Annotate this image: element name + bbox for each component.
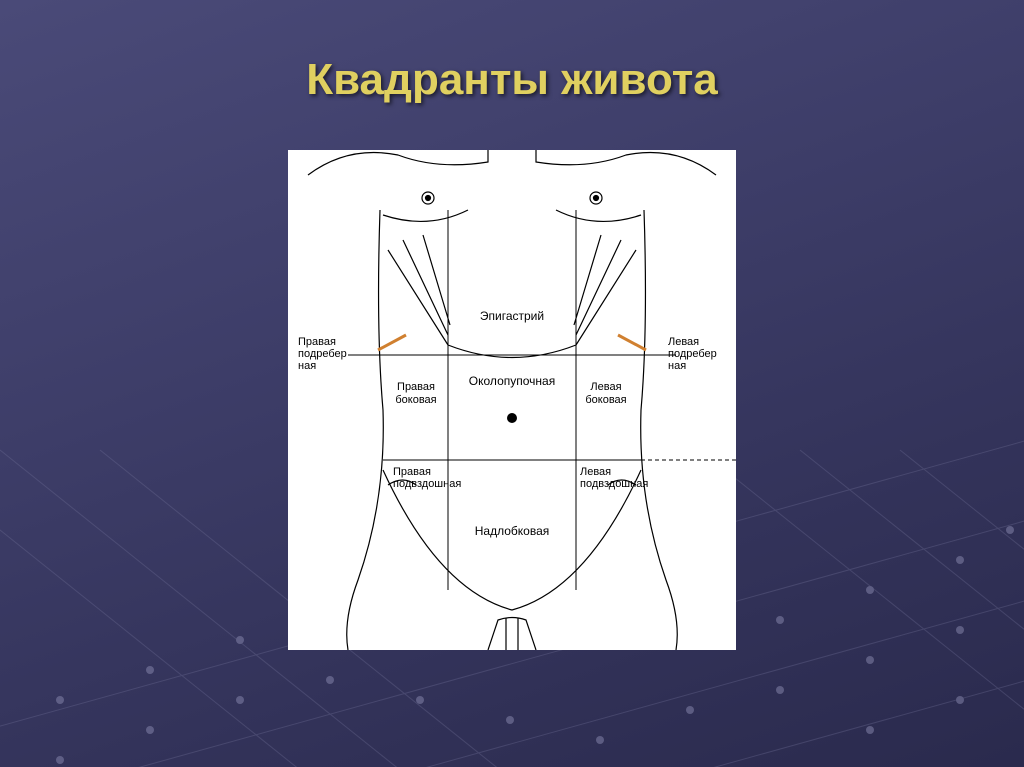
label-right-iliac-1: Правая bbox=[393, 466, 431, 478]
label-left-hypochondriac-2: подребер bbox=[668, 348, 717, 360]
label-left-iliac-2: подвздошная bbox=[580, 478, 648, 490]
slide: Квадранты живота bbox=[0, 0, 1024, 767]
label-right-lateral-2: боковая bbox=[395, 394, 436, 406]
label-left-iliac-1: Левая bbox=[580, 466, 611, 478]
anatomy-diagram: Эпигастрий Правая подребер ная Левая под… bbox=[288, 150, 736, 650]
label-left-lateral-1: Левая bbox=[590, 381, 621, 393]
label-right-hypochondriac-3: ная bbox=[298, 360, 316, 372]
label-right-iliac-2: подвздошная bbox=[393, 478, 461, 490]
label-right-hypochondriac-1: Правая bbox=[298, 336, 336, 348]
label-left-lateral-2: боковая bbox=[585, 394, 626, 406]
slide-title: Квадранты живота bbox=[0, 55, 1024, 105]
label-right-lateral-1: Правая bbox=[397, 381, 435, 393]
label-epigastrium: Эпигастрий bbox=[480, 309, 544, 323]
label-left-hypochondriac-1: Левая bbox=[668, 336, 699, 348]
label-left-hypochondriac-3: ная bbox=[668, 360, 686, 372]
label-right-hypochondriac-2: подребер bbox=[298, 348, 347, 360]
label-suprapubic: Надлобковая bbox=[475, 524, 550, 538]
label-umbilical: Околопупочная bbox=[469, 374, 555, 388]
